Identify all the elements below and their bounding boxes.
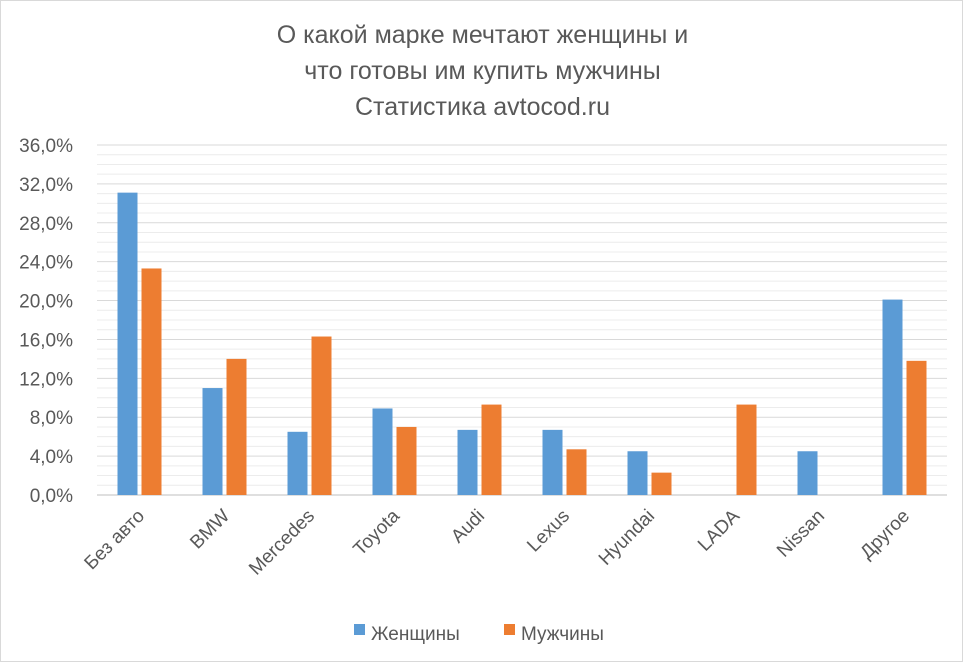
y-tick-label: 24,0% bbox=[19, 253, 73, 274]
bar-women-1 bbox=[202, 388, 223, 495]
x-tick-label: Audi bbox=[447, 506, 489, 548]
bar-men-7 bbox=[736, 404, 757, 495]
x-tick-label: BMW bbox=[186, 506, 234, 554]
bar-women-3 bbox=[372, 408, 393, 495]
bar-women-9 bbox=[882, 299, 903, 495]
bar-men-5 bbox=[566, 449, 587, 495]
x-tick-label: LADA bbox=[694, 505, 744, 555]
bar-women-5 bbox=[542, 429, 563, 495]
y-tick-label: 32,0% bbox=[19, 175, 73, 196]
chart-title: О какой марке мечтают женщины и что гото… bbox=[1, 17, 963, 125]
x-tick-label: Без авто bbox=[81, 506, 150, 575]
legend-swatch-0 bbox=[354, 624, 365, 635]
x-tick-label: Другое bbox=[856, 506, 914, 564]
x-tick-label: Mercedes bbox=[245, 506, 319, 580]
legend-label-0: Женщины bbox=[371, 624, 460, 645]
bar-women-0 bbox=[117, 192, 138, 495]
legend-swatch-1 bbox=[504, 624, 515, 635]
bar-men-1 bbox=[226, 358, 247, 495]
x-tick-label: Nissan bbox=[773, 506, 829, 562]
y-tick-label: 0,0% bbox=[30, 486, 73, 507]
y-tick-label: 4,0% bbox=[30, 447, 73, 468]
y-tick-label: 12,0% bbox=[19, 369, 73, 390]
x-axis-labels: Без авто BMW Mercedes Toyota Audi Lexus Hyunda… bbox=[81, 505, 915, 579]
x-tick-label: Toyota bbox=[350, 505, 405, 560]
bar-men-4 bbox=[481, 404, 502, 495]
y-axis-labels: 0,0% 4,0% 8,0% 12,0% 16,0% 20,0% 24,0% 28,0% 32,… bbox=[19, 136, 73, 507]
legend-label-1: Мужчины bbox=[521, 624, 604, 645]
chart-title-line-1: О какой марке мечтают женщины и bbox=[276, 21, 689, 49]
bar-men-9 bbox=[906, 360, 927, 495]
bar-men-2 bbox=[311, 336, 332, 495]
bar-women-6 bbox=[627, 451, 648, 495]
bar-women-2 bbox=[287, 431, 308, 495]
chart-title-line-2: что готовы им купить мужчины bbox=[304, 57, 661, 85]
y-tick-label: 36,0% bbox=[19, 136, 73, 157]
bar-men-6 bbox=[651, 472, 672, 495]
bar-men-3 bbox=[396, 426, 417, 495]
y-tick-label: 8,0% bbox=[30, 408, 73, 429]
y-tick-label: 16,0% bbox=[19, 330, 73, 351]
legend: Женщины Мужчины bbox=[354, 624, 604, 645]
bar-women-8 bbox=[797, 451, 818, 495]
y-tick-label: 20,0% bbox=[19, 292, 73, 313]
y-tick-label: 28,0% bbox=[19, 214, 73, 235]
chart-title-line-3: Статистика avtocod.ru bbox=[355, 93, 610, 121]
bar-women-4 bbox=[457, 429, 478, 495]
bars bbox=[117, 192, 927, 495]
x-tick-label: Lexus bbox=[523, 506, 574, 557]
gridlines bbox=[97, 144, 947, 496]
x-tick-label: Hyundai bbox=[595, 506, 659, 570]
bar-men-0 bbox=[141, 268, 162, 495]
